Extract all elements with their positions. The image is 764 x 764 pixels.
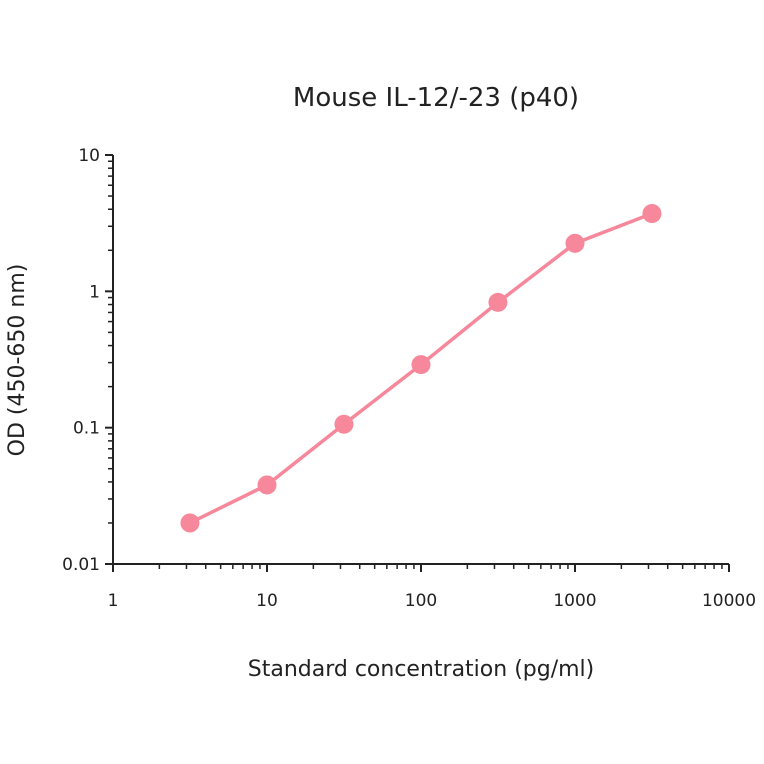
x-axis-title: Standard concentration (pg/ml) <box>248 657 595 682</box>
x-tick-label: 10 <box>256 591 278 611</box>
x-tick-label: 1 <box>108 591 119 611</box>
x-tick-label: 100 <box>405 591 437 611</box>
y-tick-label: 0.01 <box>62 555 100 575</box>
data-point <box>488 292 508 312</box>
chart-title: Mouse IL-12/-23 (p40) <box>293 83 579 113</box>
data-marks <box>180 204 662 533</box>
y-axis-title: OD (450-650 nm) <box>5 264 30 457</box>
x-tick-label: 10000 <box>702 591 756 611</box>
data-point <box>257 475 277 495</box>
data-point <box>642 204 662 224</box>
data-point <box>411 355 431 375</box>
data-point <box>565 233 585 253</box>
data-point <box>180 513 200 533</box>
data-point <box>334 414 354 434</box>
y-tick-label: 1 <box>89 282 100 302</box>
x-tick-label: 1000 <box>553 591 596 611</box>
y-tick-label: 0.1 <box>73 419 100 439</box>
y-tick-label: 10 <box>78 146 100 166</box>
axes: 1 10 100 1000 10000 0.01 0.1 1 10 <box>62 146 756 611</box>
